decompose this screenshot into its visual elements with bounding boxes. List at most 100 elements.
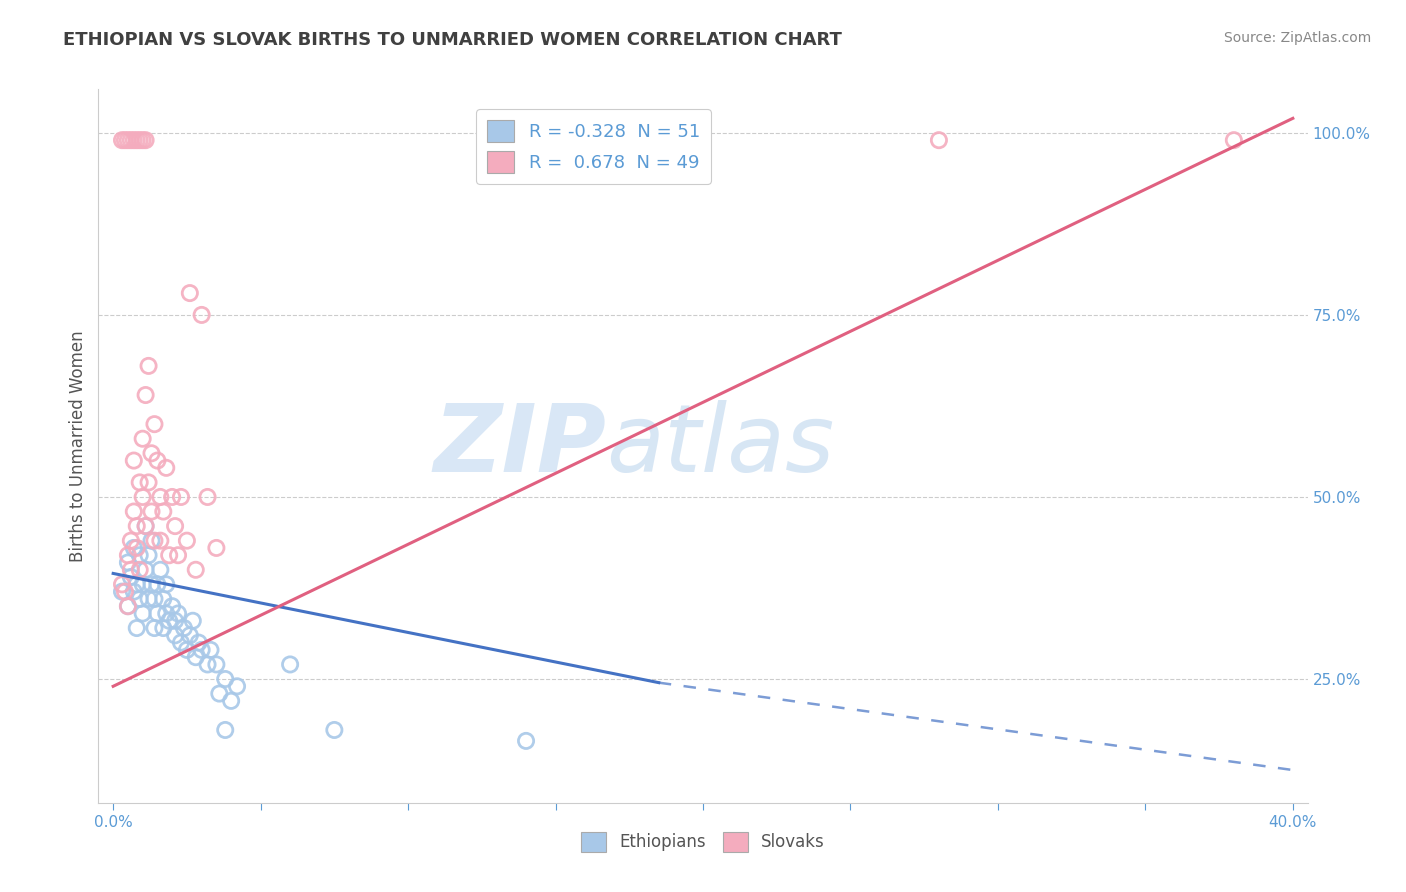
Point <box>131 577 153 591</box>
Point <box>149 563 172 577</box>
Point <box>122 133 145 147</box>
Point <box>146 453 169 467</box>
Point <box>155 577 177 591</box>
Point <box>138 591 160 606</box>
Point <box>179 286 201 301</box>
Point <box>149 490 172 504</box>
Point <box>114 133 136 147</box>
Point <box>135 519 157 533</box>
Point <box>141 446 163 460</box>
Point <box>143 533 166 548</box>
Point <box>117 556 139 570</box>
Point <box>128 563 150 577</box>
Point <box>114 584 136 599</box>
Point <box>138 359 160 373</box>
Point <box>197 657 219 672</box>
Point <box>141 533 163 548</box>
Point <box>214 672 236 686</box>
Point <box>928 133 950 147</box>
Point <box>128 475 150 490</box>
Point <box>111 577 134 591</box>
Point <box>125 621 148 635</box>
Point <box>184 563 207 577</box>
Point <box>135 133 157 147</box>
Point <box>1223 133 1246 147</box>
Point <box>205 541 228 555</box>
Legend: Ethiopians, Slovaks: Ethiopians, Slovaks <box>575 825 831 859</box>
Point <box>117 599 139 614</box>
Point <box>197 490 219 504</box>
Point <box>131 607 153 621</box>
Point <box>122 453 145 467</box>
Point <box>111 133 134 147</box>
Point <box>138 475 160 490</box>
Point <box>170 490 193 504</box>
Point <box>146 577 169 591</box>
Point <box>205 657 228 672</box>
Point <box>117 133 139 147</box>
Point <box>208 687 231 701</box>
Point <box>152 591 174 606</box>
Point <box>117 548 139 562</box>
Point <box>128 548 150 562</box>
Point <box>160 599 183 614</box>
Point <box>167 548 190 562</box>
Point <box>176 643 198 657</box>
Point <box>128 133 150 147</box>
Point <box>120 533 142 548</box>
Point <box>200 643 222 657</box>
Text: ZIP: ZIP <box>433 400 606 492</box>
Point <box>219 694 242 708</box>
Point <box>125 577 148 591</box>
Point <box>278 657 301 672</box>
Point <box>173 621 195 635</box>
Point <box>141 504 163 518</box>
Point <box>165 519 187 533</box>
Point <box>190 308 212 322</box>
Point <box>135 563 157 577</box>
Point <box>135 388 157 402</box>
Point <box>157 614 180 628</box>
Point <box>122 504 145 518</box>
Point <box>111 584 134 599</box>
Point <box>179 628 201 642</box>
Text: atlas: atlas <box>606 401 835 491</box>
Point <box>122 584 145 599</box>
Point <box>131 133 153 147</box>
Point <box>138 548 160 562</box>
Point <box>155 460 177 475</box>
Point <box>165 614 187 628</box>
Point <box>155 607 177 621</box>
Point <box>128 591 150 606</box>
Point <box>184 650 207 665</box>
Y-axis label: Births to Unmarried Women: Births to Unmarried Women <box>69 330 87 562</box>
Point <box>125 519 148 533</box>
Point <box>143 417 166 432</box>
Point <box>120 570 142 584</box>
Point <box>143 591 166 606</box>
Point <box>141 577 163 591</box>
Point <box>187 635 209 649</box>
Point <box>122 541 145 555</box>
Point <box>176 533 198 548</box>
Point <box>515 734 537 748</box>
Point <box>323 723 346 737</box>
Point <box>131 490 153 504</box>
Point <box>120 563 142 577</box>
Point <box>167 607 190 621</box>
Point <box>120 133 142 147</box>
Point <box>149 533 172 548</box>
Text: Source: ZipAtlas.com: Source: ZipAtlas.com <box>1223 31 1371 45</box>
Point <box>181 614 204 628</box>
Point <box>131 432 153 446</box>
Point <box>152 621 174 635</box>
Point <box>135 519 157 533</box>
Point <box>146 607 169 621</box>
Point <box>157 548 180 562</box>
Point <box>125 133 148 147</box>
Point <box>117 599 139 614</box>
Point <box>152 504 174 518</box>
Point <box>160 490 183 504</box>
Point <box>143 621 166 635</box>
Text: ETHIOPIAN VS SLOVAK BIRTHS TO UNMARRIED WOMEN CORRELATION CHART: ETHIOPIAN VS SLOVAK BIRTHS TO UNMARRIED … <box>63 31 842 49</box>
